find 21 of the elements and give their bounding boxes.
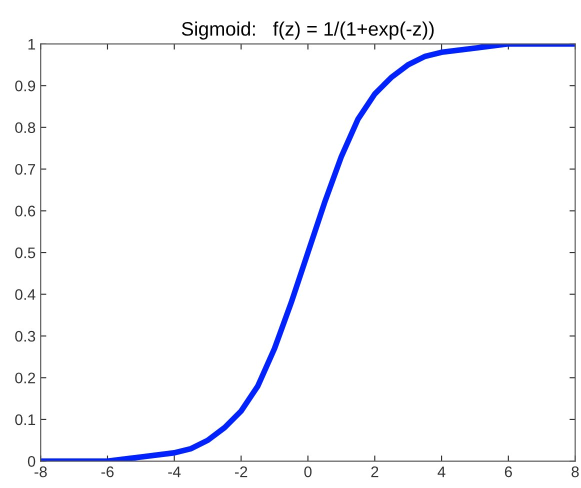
x-tick-label: -4 xyxy=(168,466,181,478)
y-tick-label: 0.6 xyxy=(15,206,36,216)
x-tick-label: 4 xyxy=(438,466,446,478)
x-tick-label: 2 xyxy=(371,466,378,478)
x-tick-label: -6 xyxy=(101,466,114,478)
y-tick-label: 0.8 xyxy=(15,122,36,134)
y-tick-label: 0.3 xyxy=(15,330,36,342)
x-tick-label: 8 xyxy=(572,466,579,478)
y-tick-label: 0.9 xyxy=(15,80,36,92)
x-tick-label: 6 xyxy=(504,466,512,478)
x-tick-label: -2 xyxy=(235,466,248,478)
y-tick-label: 0 xyxy=(28,456,36,467)
x-tick-label: 0 xyxy=(304,466,312,478)
y-tick-label: 0.7 xyxy=(15,164,36,175)
y-tick-label: 0.5 xyxy=(15,247,36,258)
y-tick-label: 0.2 xyxy=(15,372,36,384)
chart-title: Sigmoid: f(z) = 1/(1+exp(-z)) xyxy=(182,21,434,40)
y-tick-label: 0.1 xyxy=(15,414,36,426)
y-tick-label: 0.4 xyxy=(15,289,36,300)
y-tick-label: 1 xyxy=(28,38,36,50)
x-tick-label: -8 xyxy=(34,466,47,478)
